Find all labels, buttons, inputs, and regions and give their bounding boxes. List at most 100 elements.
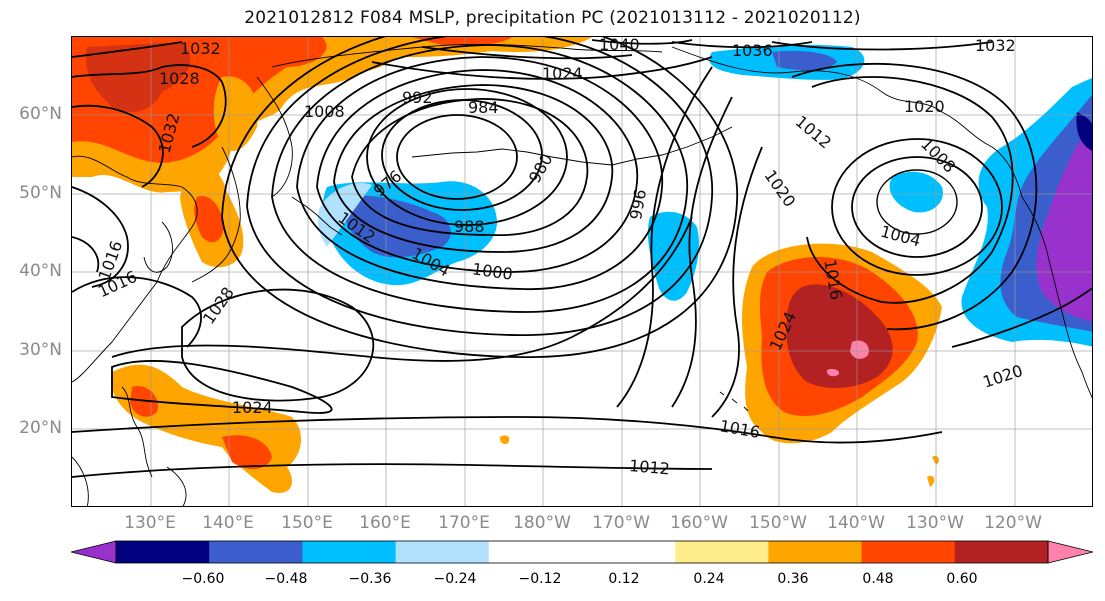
contour-label: 992 [402, 88, 433, 107]
contour-996 [316, 69, 639, 273]
lon-label: 170°E [438, 513, 490, 533]
contour-label: 1032 [180, 39, 221, 58]
coast-bc [1021, 196, 1092, 399]
lon-label: 150°E [281, 513, 333, 533]
precip-negative-bering-core [341, 195, 451, 258]
colorbar-tick-label: 0.48 [862, 571, 894, 587]
lat-label-20n: 20°N [19, 418, 62, 438]
contour-1008-gulf [831, 138, 1003, 276]
colorbar-tick-label: 0.36 [777, 571, 809, 587]
contour-1016-asia [72, 236, 100, 273]
colorbar-tick-label: −0.36 [348, 571, 392, 587]
contour-1012-south [72, 463, 713, 478]
contour-label: 1020 [760, 166, 799, 210]
contour-1012-gulf [806, 76, 1014, 304]
colorbar [71, 540, 1093, 564]
colorbar-extend-min [71, 540, 117, 564]
contour-1008 [246, 37, 713, 336]
contour-1016-east [616, 66, 713, 408]
lat-label-50n: 50°N [19, 183, 62, 203]
contour-label: 1028 [159, 69, 200, 88]
contour-label: 984 [468, 98, 499, 117]
colorbar-tick-label: −0.48 [264, 571, 308, 587]
lon-label: 160°W [670, 513, 728, 533]
precip-negative-west-coast-core [1036, 128, 1092, 322]
contour-label: 1024 [232, 398, 273, 417]
contour-label: 1036 [732, 41, 773, 60]
precip-positive-hawaii [499, 435, 939, 487]
lon-label: 140°W [827, 513, 885, 533]
precip-negative-west-coast-deep [1076, 112, 1092, 151]
colorbar-segment [209, 541, 303, 563]
contour-label: 1012 [792, 112, 835, 153]
contour-992 [333, 84, 614, 253]
lon-label: 120°W [984, 513, 1042, 533]
precip-negative-midpacific [647, 211, 699, 301]
precip-negative-gulf [889, 171, 943, 213]
colorbar-segments [71, 540, 1093, 564]
lon-label: 130°E [124, 513, 176, 533]
lon-label: 180°W [513, 513, 571, 533]
colorbar-tick-label: −0.60 [181, 571, 225, 587]
coast-korea [143, 221, 173, 273]
precip-positive-east-pacific-peak [826, 340, 869, 377]
contour-1020-sub [181, 288, 375, 402]
contour-label: 988 [454, 217, 485, 236]
lat-label-40n: 40°N [19, 261, 62, 281]
colorbar-tick-label: −0.12 [518, 571, 562, 587]
contour-label: 1020 [981, 361, 1026, 392]
colorbar-tick-label: 0.24 [693, 571, 725, 587]
colorbar-tick-label: 0.60 [946, 571, 978, 587]
colorbar-segment [116, 541, 210, 563]
colorbar-outline [115, 540, 1049, 564]
colorbar-segment [675, 541, 769, 563]
precip-positive-asia-strip-core [412, 37, 512, 46]
contour-label: 1000 [471, 259, 514, 283]
contour-1036-north [671, 41, 813, 49]
lon-label: 130°W [906, 513, 964, 533]
contour-976 [396, 114, 518, 200]
contour-1000-gulf [876, 169, 958, 235]
colorbar-segment [582, 541, 676, 563]
contour-988 [351, 98, 589, 236]
colorbar-segment [302, 541, 397, 563]
contour-1020-east [671, 96, 733, 408]
coast-kamchatka [256, 76, 293, 198]
contour-label: 1040 [599, 37, 640, 54]
precip-positive-east-pacific-core [786, 284, 893, 389]
mslp-contours [72, 37, 1092, 478]
contour-1004-gulf [851, 156, 983, 258]
precip-positive-asia-west-core [86, 42, 191, 112]
colorbar-tick-label: 0.12 [608, 571, 640, 587]
lat-label-30n: 30°N [19, 340, 62, 360]
contour-1032-asia [72, 41, 183, 58]
contour-1020-asia [72, 186, 129, 288]
map-panel: 1032 1028 1032 1008 992 984 1024 1040 10… [71, 36, 1093, 507]
precip-negative-alaska-core [772, 50, 837, 71]
colorbar-segment [861, 541, 956, 563]
contour-label: 1032 [975, 37, 1016, 55]
precip-negative-bering-outline [317, 183, 372, 247]
colorbar-segment [954, 541, 1049, 563]
contour-1000 [296, 56, 663, 290]
contour-1020-mid [111, 216, 693, 362]
lat-label-60n: 60°N [19, 104, 62, 124]
contour-label: 1020 [904, 97, 945, 116]
lon-label: 150°W [749, 513, 807, 533]
contour-1020-coast [951, 287, 1092, 348]
precip-positive-japan-core [194, 196, 224, 243]
colorbar-segment [488, 541, 583, 563]
contour-label: 1012 [628, 456, 670, 478]
lon-label: 140°E [202, 513, 254, 533]
contour-label: 996 [626, 188, 650, 221]
contour-1024-east [711, 146, 763, 418]
colorbar-segment [395, 541, 490, 563]
contour-label: 1028 [199, 283, 238, 327]
lon-label: 170°W [592, 513, 650, 533]
colorbar-tick-label: −0.24 [433, 571, 477, 587]
colorbar-extend-max [1047, 540, 1093, 564]
contour-1024-north [371, 56, 713, 80]
coast-asia [72, 155, 198, 383]
coast-hawaii [719, 391, 749, 412]
mslp-precip-map: 1032 1028 1032 1008 992 984 1024 1040 10… [72, 37, 1092, 506]
